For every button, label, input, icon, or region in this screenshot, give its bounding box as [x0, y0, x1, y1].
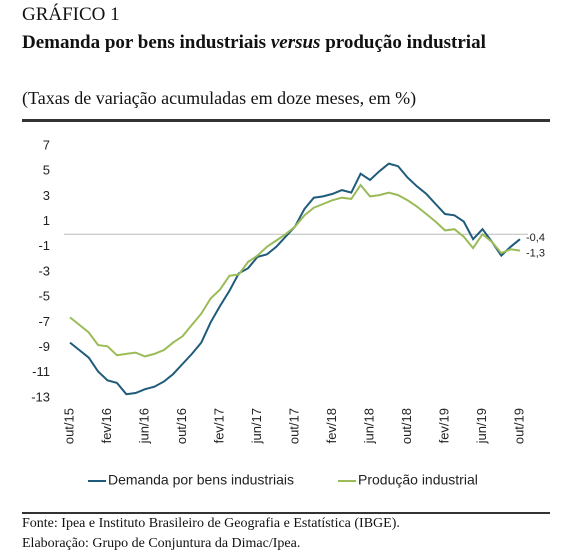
rule: [22, 119, 550, 122]
y-tick-label: -7: [38, 314, 50, 329]
source: Fonte: Ipea e Instituto Brasileiro de Ge…: [22, 516, 400, 531]
x-tick-label: out/18: [399, 408, 414, 444]
y-tick-label: -5: [38, 289, 50, 304]
x-tick-label: out/16: [174, 408, 189, 444]
credits: Elaboração: Grupo de Conjuntura da Dimac…: [22, 536, 301, 551]
x-tick-label: out/17: [286, 408, 301, 444]
x-tick-label: jun/18: [361, 408, 376, 444]
rule: [22, 512, 550, 514]
x-tick-label: fev/18: [324, 408, 339, 443]
title-part: versus: [270, 32, 321, 53]
y-tick-label: -3: [38, 263, 50, 278]
y-tick-label: 3: [43, 188, 50, 203]
end-label: -1,3: [526, 247, 545, 259]
y-tick-label: 1: [43, 213, 50, 228]
kicker: GRÁFICO 1: [22, 4, 120, 25]
legend-label: Produção industrial: [358, 472, 478, 488]
title-part: produção industrial: [320, 32, 486, 53]
subtitle: (Taxas de variação acumuladas em doze me…: [22, 88, 417, 108]
x-tick-label: fev/17: [211, 408, 226, 443]
x-tick-label: jun/19: [474, 408, 489, 444]
series-line: [69, 183, 521, 358]
series-line: [69, 162, 521, 396]
y-tick-label: 7: [43, 137, 50, 152]
y-tick-label: -11: [32, 364, 50, 379]
chart-title: Demanda por bens industriais versus prod…: [22, 30, 550, 56]
x-tick-label: jun/17: [249, 408, 264, 444]
y-tick-label: -13: [31, 389, 50, 404]
x-tick-label: out/19: [511, 408, 526, 444]
x-tick-label: out/15: [61, 408, 76, 444]
y-tick-label: 5: [43, 163, 50, 178]
y-tick-label: -9: [38, 339, 50, 354]
end-label: -0,4: [526, 232, 545, 244]
y-tick-label: -1: [38, 238, 50, 253]
x-tick-label: fev/16: [99, 408, 114, 443]
title-part: Demanda por bens industriais: [22, 32, 271, 53]
x-tick-label: fev/19: [436, 408, 451, 443]
legend-label: Demanda por bens industriais: [108, 472, 294, 488]
x-tick-label: jun/16: [136, 408, 151, 444]
